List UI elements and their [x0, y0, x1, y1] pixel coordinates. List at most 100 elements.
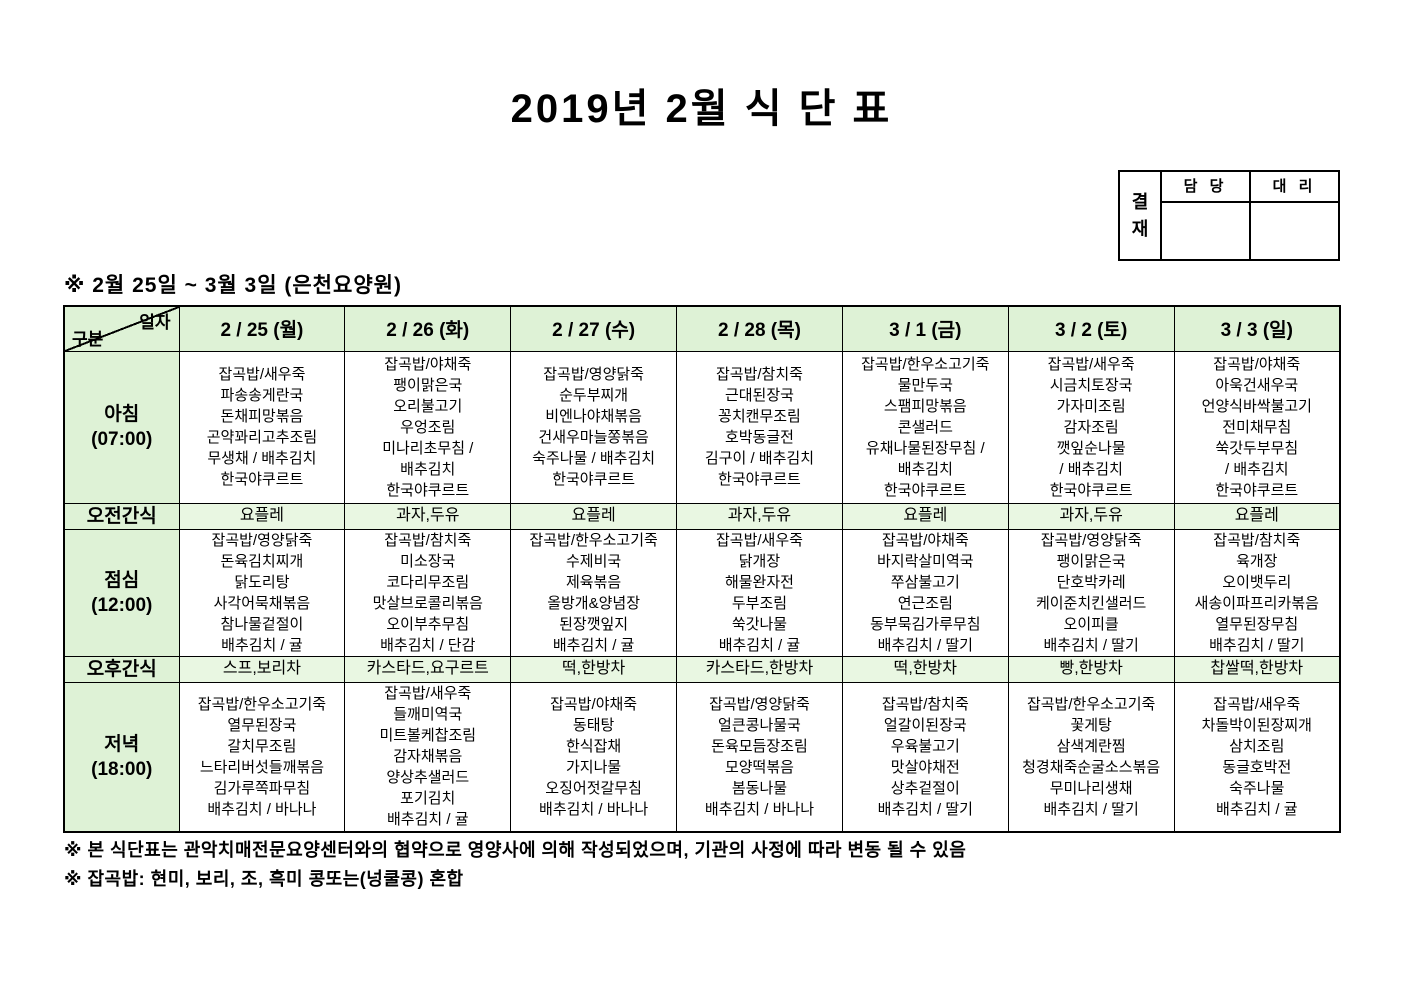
menu-item: 꽁치캔무조림 — [718, 408, 801, 425]
menu-item: 팽이맑은국 — [1056, 552, 1126, 570]
menu-cell-afternoon-snack-5: 빵,한방차 — [1007, 655, 1175, 683]
menu-item: 물만두국 — [897, 376, 953, 394]
menu-item: 얼큰콩나물국 — [718, 716, 801, 734]
menu-item: 잡곡밥/새우죽 — [1047, 355, 1135, 373]
row-label-morning-snack: 오전간식 — [63, 502, 180, 530]
menu-cell-dinner-6: 잡곡밥/새우죽 차돌박이된장찌개 삼치조림 동글호박전 숙주나물 배추김치 / 귤 — [1173, 681, 1341, 833]
menu-item: 파송송게란국 — [220, 387, 304, 404]
menu-item: 빵,한방차 — [1059, 660, 1123, 677]
menu-item: 아욱건새우국 — [1215, 376, 1299, 394]
menu-item: 육개장 — [1236, 552, 1278, 570]
menu-item: 두부조림 — [731, 594, 788, 612]
menu-item: 올방개&양념장 — [547, 594, 641, 612]
menu-cell-morning-snack-4: 요플레 — [841, 502, 1009, 530]
menu-cell-lunch-5: 잡곡밥/영양닭죽 팽이맑은국 단호박카레 케이준치킨샐러드 오이피클 배추김치 / 딸기 — [1007, 528, 1175, 657]
menu-item: 시금치토장국 — [1049, 376, 1133, 394]
corner-label-category: 구분 — [72, 329, 104, 349]
day-header-5: 3 / 2 (토) — [1007, 305, 1175, 352]
menu-item: 삼색계란찜 — [1056, 737, 1126, 755]
menu-item: 무생채 / 배추김치 — [207, 450, 317, 467]
menu-item: 닭도리탕 — [234, 573, 290, 591]
menu-item: 과자,두유 — [727, 507, 792, 524]
menu-item: 배추김치 / 딸기 — [1043, 800, 1139, 818]
menu-item: 과자,두유 — [1059, 507, 1123, 524]
menu-item: 얼갈이된장국 — [883, 716, 967, 734]
approval-signature-cell-damdang[interactable] — [1162, 203, 1249, 259]
menu-item: 배추김치 / 귤 — [718, 636, 801, 654]
menu-cell-morning-snack-0: 요플레 — [178, 502, 346, 530]
menu-item: 잡곡밥/한우소고기죽 — [861, 355, 990, 373]
approval-box: 결재 담 당 대 리 — [1118, 170, 1340, 261]
menu-item: 미나리초무침 / — [382, 439, 474, 457]
day-header-0: 2 / 25 (월) — [178, 305, 346, 352]
menu-cell-breakfast-2: 잡곡밥/영양닭죽 순두부찌개 비엔나야채볶음 건새우마늘쫑볶음 숙주나물 / 배추김치 한… — [510, 350, 678, 504]
menu-item: 요플레 — [571, 507, 616, 524]
menu-item: 오이부추무침 — [386, 615, 470, 633]
approval-column-damdang: 담 당 — [1162, 172, 1251, 259]
approval-stamp-cell: 결재 — [1120, 172, 1162, 259]
menu-cell-morning-snack-5: 과자,두유 — [1007, 502, 1175, 530]
day-header-6: 3 / 3 (일) — [1173, 305, 1341, 352]
menu-item: 잡곡밥/한우소고기죽 — [1026, 695, 1156, 713]
menu-item: 언양식바싹불고기 — [1201, 397, 1312, 415]
menu-cell-morning-snack-6: 요플레 — [1173, 502, 1341, 530]
approval-signature-cell-daeri[interactable] — [1251, 203, 1338, 259]
menu-item: 돈육김치찌개 — [220, 552, 304, 570]
menu-item: 느타리버섯들깨볶음 — [199, 758, 325, 776]
menu-item: 배추김치 / 바나나 — [207, 800, 317, 818]
menu-item: 가자미조림 — [1056, 397, 1126, 415]
menu-cell-afternoon-snack-2: 떡,한방차 — [510, 655, 678, 683]
menu-item: 무미나리생채 — [1049, 779, 1133, 797]
menu-item: 요플레 — [1234, 507, 1279, 524]
menu-item: 잡곡밥/야채죽 — [550, 695, 638, 713]
footnote-grain: ※ 잡곡밥: 현미, 보리, 조, 흑미 콩또는(넝쿨콩) 혼합 — [64, 869, 464, 889]
menu-item: 삼치조림 — [1229, 737, 1285, 755]
menu-table-head-row: 일자 구분 2 / 25 (월) 2 / 26 (화) 2 / 27 (수) 2 / … — [63, 305, 1341, 352]
menu-item: 동글호박전 — [1222, 758, 1292, 776]
menu-item: 김가루쪽파무침 — [213, 779, 311, 797]
menu-item: 잡곡밥/참치죽 — [384, 531, 472, 549]
menu-item: 맛살야채전 — [890, 758, 960, 776]
menu-item: 한국야쿠르트 — [386, 481, 470, 499]
menu-item: 한국야쿠르트 — [718, 471, 801, 488]
menu-item: 새송이파프리카볶음 — [1194, 594, 1319, 612]
menu-item: 한국야쿠르트 — [220, 471, 304, 488]
row-label-afternoon-snack: 오후간식 — [63, 655, 180, 683]
menu-cell-afternoon-snack-1: 카스타드,요구르트 — [344, 655, 512, 683]
menu-item: 참나물겉절이 — [220, 615, 304, 633]
menu-item: 잡곡밥/참치죽 — [715, 366, 803, 383]
menu-item: 떡,한방차 — [561, 660, 626, 677]
menu-item: 돈채피망볶음 — [220, 408, 304, 425]
menu-item: 한국야쿠르트 — [883, 481, 967, 499]
menu-item: 꽃게탕 — [1070, 716, 1112, 734]
menu-item: 오이뱃두리 — [1222, 573, 1292, 591]
approval-stamp-label: 결재 — [1131, 191, 1149, 239]
row-label-dinner: 저녁 (18:00) — [63, 681, 180, 833]
menu-item: 동부묵김가루무침 — [870, 615, 981, 633]
menu-row-afternoon-snack: 오후간식 스프,보리차 카스타드,요구르트 떡,한방차 카스타드,한방차 떡,한방차 빵,한… — [63, 655, 1341, 683]
menu-item: 모양떡볶음 — [724, 758, 794, 776]
menu-item: 잡곡밥/야채죽 — [881, 531, 969, 549]
menu-item: 가지나물 — [566, 758, 622, 776]
menu-item: 근대된장국 — [724, 387, 794, 404]
menu-item: 오이피클 — [1063, 615, 1119, 633]
approval-column-daeri: 대 리 — [1251, 172, 1338, 259]
menu-cell-dinner-4: 잡곡밥/참치죽 얼갈이된장국 우육불고기 맛살야채전 상추겉절이 배추김치 / 딸기 — [841, 681, 1009, 833]
menu-item: / 배추김치 — [1059, 460, 1123, 478]
row-label-lunch: 점심 (12:00) — [63, 528, 180, 657]
menu-item: 배추김치 / 귤 — [221, 636, 303, 654]
menu-item: 쭈삼불고기 — [890, 573, 960, 591]
menu-item: 열무된장무침 — [1215, 615, 1299, 633]
menu-item: 맛살브로콜리볶음 — [372, 594, 483, 612]
menu-item: 들깨미역국 — [393, 706, 463, 724]
menu-item: 배추김치 / 딸기 — [877, 800, 973, 818]
menu-item: 포기김치 — [400, 790, 456, 808]
menu-table: 일자 구분 2 / 25 (월) 2 / 26 (화) 2 / 27 (수) 2 / … — [63, 305, 1341, 833]
menu-item: 과자,두유 — [396, 507, 460, 524]
day-header-1: 2 / 26 (화) — [344, 305, 512, 352]
menu-item: 코다리무조림 — [386, 573, 470, 591]
menu-item: 잡곡밥/야채죽 — [384, 355, 472, 373]
row-label-breakfast: 아침 (07:00) — [63, 350, 180, 504]
period-subtitle: ※ 2월 25일 ~ 3월 3일 (은천요양원) — [64, 274, 402, 297]
